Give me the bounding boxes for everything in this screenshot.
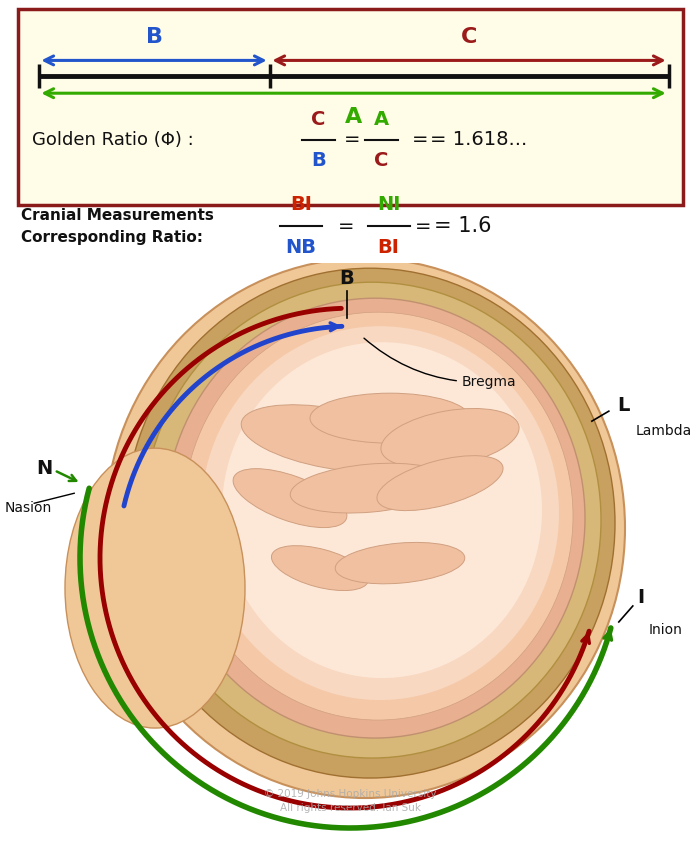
Ellipse shape	[335, 543, 465, 583]
Text: NI: NI	[377, 195, 400, 214]
Text: Cranial Measurements
Corresponding Ratio:: Cranial Measurements Corresponding Ratio…	[21, 207, 214, 245]
Ellipse shape	[143, 282, 601, 758]
Text: BI: BI	[377, 238, 400, 257]
Text: =: =	[337, 217, 354, 236]
Text: =: =	[415, 217, 432, 236]
Ellipse shape	[105, 258, 625, 798]
Text: Bregma: Bregma	[364, 338, 517, 389]
Text: BI: BI	[290, 195, 312, 214]
Ellipse shape	[233, 469, 347, 527]
Ellipse shape	[125, 268, 615, 778]
Text: =: =	[412, 130, 428, 149]
Text: = 1.6: = 1.6	[434, 216, 491, 236]
Ellipse shape	[241, 405, 419, 471]
Text: B: B	[311, 151, 326, 170]
Text: Inion: Inion	[649, 623, 682, 637]
Text: B: B	[146, 27, 162, 47]
Text: C: C	[374, 151, 388, 170]
Text: N: N	[36, 459, 52, 478]
Text: A: A	[374, 110, 389, 129]
Ellipse shape	[290, 463, 449, 513]
Ellipse shape	[201, 326, 559, 700]
Text: I: I	[637, 589, 645, 608]
Text: = 1.618...: = 1.618...	[430, 130, 528, 149]
Text: NB: NB	[286, 238, 316, 257]
Ellipse shape	[381, 408, 519, 468]
Text: Lambda: Lambda	[636, 424, 692, 438]
Ellipse shape	[222, 343, 542, 678]
Text: A: A	[345, 107, 362, 127]
Text: L: L	[617, 395, 630, 414]
Ellipse shape	[183, 312, 573, 720]
Text: C: C	[461, 27, 477, 47]
Ellipse shape	[310, 394, 470, 444]
Ellipse shape	[377, 456, 503, 511]
Text: =: =	[344, 130, 360, 149]
Text: © 2019 Johns Hopkins University
All rights reserved. Ian Suk: © 2019 Johns Hopkins University All righ…	[264, 789, 436, 813]
Text: Nasion: Nasion	[4, 501, 52, 515]
Text: C: C	[312, 110, 326, 129]
Text: Golden Ratio (Φ) :: Golden Ratio (Φ) :	[32, 131, 199, 148]
Ellipse shape	[65, 448, 245, 728]
FancyBboxPatch shape	[18, 9, 682, 205]
Ellipse shape	[272, 545, 368, 590]
Text: B: B	[340, 269, 354, 288]
Ellipse shape	[165, 299, 585, 738]
